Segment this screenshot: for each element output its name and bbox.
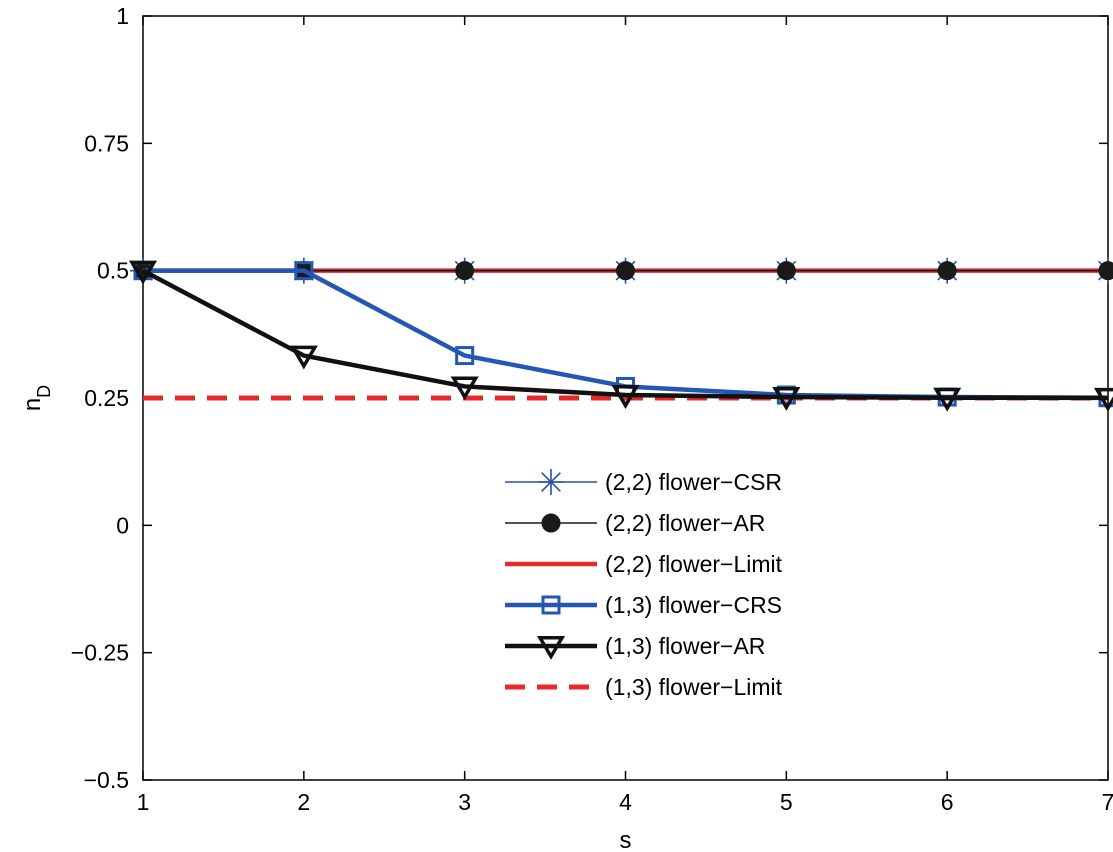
x-tick-label: 6 bbox=[941, 789, 954, 815]
y-tick-label: 0 bbox=[116, 512, 129, 538]
data-point bbox=[128, 260, 158, 285]
legend-item: (1,3) flower−CRS bbox=[505, 592, 782, 618]
data-point bbox=[1093, 387, 1113, 412]
data-point bbox=[772, 387, 801, 411]
data-point bbox=[294, 261, 314, 281]
data-point bbox=[1098, 261, 1113, 281]
x-tick-label: 7 bbox=[1102, 789, 1113, 815]
y-tick-label: −0.5 bbox=[84, 767, 129, 793]
data-point bbox=[776, 261, 796, 281]
y-tick-label: 0.25 bbox=[84, 385, 129, 411]
legend-marker bbox=[541, 513, 561, 533]
legend: (2,2) flower−CSR (2,2) flower−AR (2,2) flo… bbox=[497, 460, 837, 710]
x-axis-label: s bbox=[620, 827, 632, 852]
legend-marker bbox=[536, 636, 566, 660]
legend-item: (1,3) flower−Limit bbox=[505, 674, 783, 700]
y-axis-label: nD bbox=[19, 385, 54, 411]
legend-label: (1,3) flower−CRS bbox=[605, 592, 782, 618]
data-point bbox=[450, 376, 479, 401]
legend-item: (2,2) flower−Limit bbox=[505, 551, 783, 577]
legend-label: (1,3) flower−Limit bbox=[605, 674, 783, 700]
legend-label: (2,2) flower−AR bbox=[605, 510, 765, 536]
legend-item: (1,3) flower−AR bbox=[505, 633, 765, 660]
legend-label: (2,2) flower−Limit bbox=[605, 551, 783, 577]
axes: 1 2 3 4 5 6 7 −0.5 −0.25 0 0.25 0.5 0.75 1 s nD bbox=[19, 3, 1113, 852]
legend-item: (2,2) flower−CSR bbox=[505, 469, 782, 495]
x-tick-label: 5 bbox=[780, 789, 793, 815]
data-point bbox=[937, 261, 957, 281]
series-line bbox=[141, 268, 1109, 401]
x-tick-label: 2 bbox=[297, 789, 310, 815]
legend-box bbox=[497, 460, 837, 710]
legend-label: (1,3) flower−AR bbox=[605, 633, 765, 659]
y-tick-label: −0.25 bbox=[71, 640, 129, 666]
x-tick-label: 3 bbox=[458, 789, 471, 815]
x-tick-label: 1 bbox=[137, 789, 150, 815]
data-point bbox=[616, 261, 635, 281]
legend-label: (2,2) flower−CSR bbox=[605, 469, 782, 495]
y-tick-label: 0.75 bbox=[84, 130, 129, 156]
asterisk-stroke bbox=[541, 472, 561, 492]
data-point bbox=[455, 346, 475, 366]
data-point bbox=[289, 345, 318, 370]
series-1-3-flower-ar bbox=[128, 260, 1113, 412]
y-tick-label: 1 bbox=[116, 3, 129, 29]
series-1-3-flower-crs bbox=[133, 261, 1113, 408]
data-point bbox=[455, 261, 475, 281]
data-point bbox=[611, 385, 640, 409]
legend-item: (2,2) flower−AR bbox=[505, 510, 765, 536]
legend-marker bbox=[541, 595, 561, 615]
y-axis-label-subscript: D bbox=[34, 385, 54, 398]
data-point bbox=[933, 387, 962, 412]
series-layer bbox=[128, 257, 1113, 412]
x-tick-label: 4 bbox=[619, 789, 632, 815]
y-tick-label: 0.5 bbox=[97, 258, 129, 284]
legend-marker bbox=[538, 469, 564, 495]
